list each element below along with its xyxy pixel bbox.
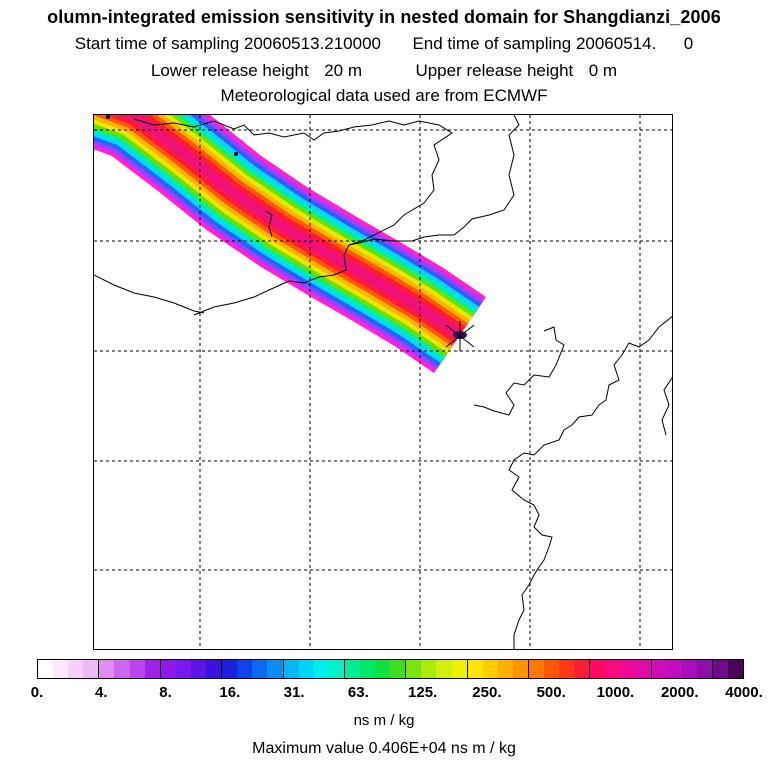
colorbar-swatch xyxy=(589,660,606,678)
upper-height-label: Upper release height xyxy=(415,61,574,80)
colorbar-swatch xyxy=(451,660,467,678)
colorbar-swatch xyxy=(359,660,376,678)
colorbar-swatch xyxy=(635,660,651,678)
colorbar-swatch xyxy=(190,660,207,678)
colorbar-tick-label: 31. xyxy=(283,684,305,701)
colorbar-swatch xyxy=(68,660,84,678)
colorbar-swatch xyxy=(681,660,698,678)
colorbar-swatch xyxy=(175,660,191,678)
colorbar-swatch xyxy=(38,660,54,678)
colorbar-tick-label: 500. xyxy=(536,684,566,701)
colorbar-swatch xyxy=(559,660,575,678)
colorbar-swatch xyxy=(728,660,744,678)
colorbar-swatch xyxy=(482,660,498,678)
gulf-coast xyxy=(94,274,205,314)
plume-band xyxy=(119,115,463,340)
colorbar-swatch xyxy=(313,660,329,678)
colorbar-swatch xyxy=(666,660,682,678)
colorbar-swatch xyxy=(159,660,176,678)
colorbar-tick-label: 4. xyxy=(95,684,108,701)
colorbar-swatch xyxy=(221,660,238,678)
eastern-coast xyxy=(508,315,672,649)
colorbar-units: ns m / kg xyxy=(353,712,415,729)
colorbar-tick-label: 250. xyxy=(472,684,502,701)
colorbar-swatch xyxy=(697,660,713,678)
colorbar-swatch xyxy=(129,660,145,678)
colorbar-swatch xyxy=(574,660,590,678)
end-time-value: 20060514. xyxy=(575,34,657,53)
max-value-text: Maximum value 0.406E+04 ns m / kg xyxy=(252,740,516,757)
colorbar-swatch xyxy=(343,660,360,678)
colorbar-swatch xyxy=(712,660,729,678)
colorbar-tick-label: 63. xyxy=(347,684,369,701)
colorbar-swatch xyxy=(298,660,314,678)
receptor-marker xyxy=(445,321,475,351)
start-time-value: 20060513.210000 xyxy=(243,34,381,53)
end-time-label: End time of sampling xyxy=(412,34,572,53)
colorbar-tick-label: 16. xyxy=(219,684,241,701)
colorbar-swatch xyxy=(650,660,667,678)
map-canvas xyxy=(94,115,672,649)
colorbar-swatch xyxy=(421,660,437,678)
colorbar-swatch xyxy=(267,660,283,678)
bay-coast xyxy=(348,115,520,246)
colorbar-swatch xyxy=(206,660,222,678)
colorbar-swatch xyxy=(436,660,452,678)
northern-border xyxy=(133,118,453,316)
grid-lines xyxy=(94,115,672,649)
colorbar-tick-label: 8. xyxy=(159,684,172,701)
colorbar-swatch xyxy=(328,660,344,678)
colorbar-swatch xyxy=(114,660,130,678)
plot-title-text: olumn-integrated emission sensitivity in… xyxy=(47,7,721,27)
colorbar-swatch xyxy=(497,660,513,678)
colorbar-swatch xyxy=(282,660,299,678)
colorbar-tick-label: 1000. xyxy=(596,684,635,701)
colorbar-tick-label: 0. xyxy=(30,684,44,701)
colorbar-swatch xyxy=(144,660,160,678)
colorbar-swatch xyxy=(466,660,483,678)
met-data-line: Meteorological data used are from ECMWF xyxy=(0,86,768,106)
colorbar-swatch xyxy=(83,660,99,678)
colorbar-swatch xyxy=(405,660,422,678)
colorbar-swatch xyxy=(252,660,268,678)
sampling-time-line: Start time of sampling 20060513.210000 E… xyxy=(0,34,768,54)
colorbar-swatch xyxy=(53,660,69,678)
inland-border xyxy=(265,210,273,238)
map-panel xyxy=(93,114,673,650)
city-marker xyxy=(234,152,238,156)
start-time-label: Start time of sampling xyxy=(74,34,240,53)
colorbar-swatch xyxy=(528,660,545,678)
colorbar-swatch xyxy=(605,660,621,678)
colorbar-swatch xyxy=(237,660,253,678)
lower-height-label: Lower release height xyxy=(150,61,309,80)
colorbar-swatch xyxy=(390,660,406,678)
end-time-suffix: 0 xyxy=(683,34,694,53)
peninsula-coast xyxy=(473,326,565,416)
upper-height-value: 0 m xyxy=(588,61,618,80)
release-height-line: Lower release height 20 m Upper release … xyxy=(0,61,768,81)
colorbar-tick-label: 125. xyxy=(408,684,438,701)
colorbar-swatch xyxy=(98,660,115,678)
city-marker xyxy=(106,115,110,119)
colorbar-swatch xyxy=(375,660,391,678)
colorbar-tick-label: 2000. xyxy=(660,684,699,701)
lower-height-value: 20 m xyxy=(324,61,362,80)
met-data-text: Meteorological data used are from ECMWF xyxy=(220,86,548,105)
colorbar xyxy=(37,659,744,679)
colorbar-swatch xyxy=(512,660,528,678)
colorbar-swatch xyxy=(620,660,636,678)
plume-layer xyxy=(94,115,486,373)
korea-coast xyxy=(661,377,672,436)
colorbar-tick-label: 4000. xyxy=(725,684,763,701)
plot-title: olumn-integrated emission sensitivity in… xyxy=(0,7,768,27)
colorbar-swatch xyxy=(544,660,560,678)
